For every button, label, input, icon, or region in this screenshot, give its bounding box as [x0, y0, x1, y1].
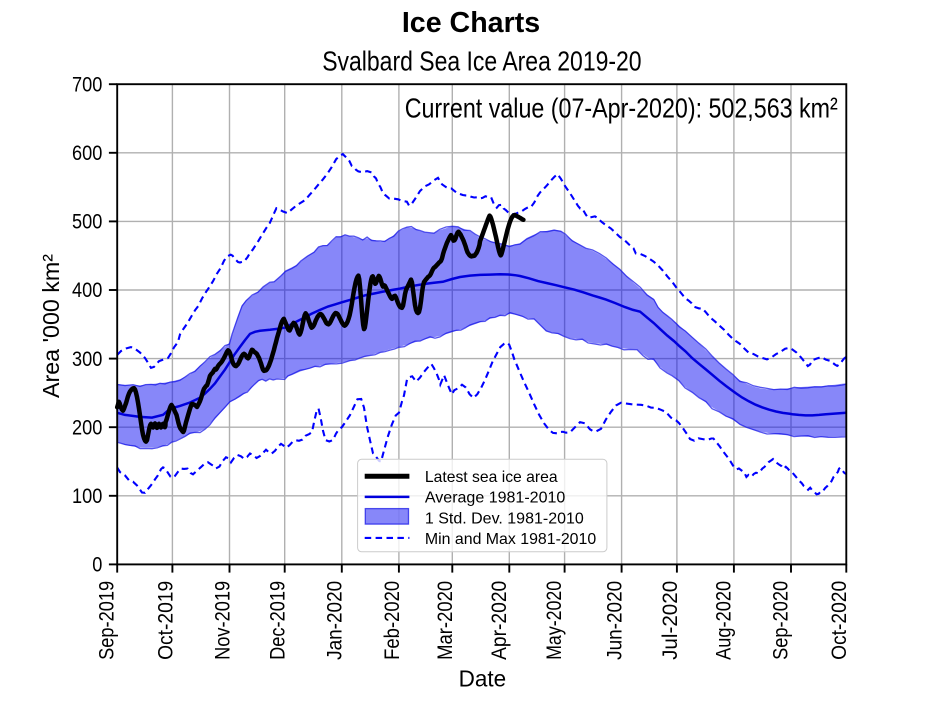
svg-text:Jul-2020: Jul-2020 — [659, 581, 682, 660]
svg-text:600: 600 — [72, 142, 102, 165]
svg-text:0: 0 — [92, 554, 102, 577]
svg-text:300: 300 — [72, 348, 102, 371]
svg-text:Oct-2020: Oct-2020 — [828, 581, 851, 660]
svg-text:Aug-2020: Aug-2020 — [712, 581, 735, 660]
svg-text:Ice Charts: Ice Charts — [402, 7, 540, 39]
svg-text:Sep-2019: Sep-2019 — [96, 581, 119, 660]
svg-text:Average 1981-2010: Average 1981-2010 — [425, 490, 566, 507]
svg-text:Nov-2019: Nov-2019 — [211, 581, 234, 660]
svg-text:500: 500 — [72, 211, 102, 234]
svg-text:100: 100 — [72, 485, 102, 508]
svg-text:400: 400 — [72, 279, 102, 302]
svg-text:200: 200 — [72, 416, 102, 439]
svg-text:Svalbard Sea Ice Area 2019-20: Svalbard Sea Ice Area 2019-20 — [322, 45, 641, 76]
svg-text:700: 700 — [72, 73, 102, 96]
svg-text:Jan-2020: Jan-2020 — [324, 581, 347, 660]
svg-text:Area '000 km²: Area '000 km² — [38, 254, 64, 398]
svg-text:Date: Date — [459, 666, 507, 692]
svg-text:Feb-2020: Feb-2020 — [381, 581, 404, 660]
svg-text:1 Std. Dev. 1981-2010: 1 Std. Dev. 1981-2010 — [425, 510, 584, 527]
svg-text:Latest sea ice area: Latest sea ice area — [425, 469, 558, 486]
svg-text:Jun-2020: Jun-2020 — [604, 581, 627, 660]
svg-text:Current value (07-Apr-2020): 5: Current value (07-Apr-2020): 502,563 km² — [405, 93, 838, 124]
svg-text:May-2020: May-2020 — [543, 581, 566, 660]
svg-text:Dec-2019: Dec-2019 — [267, 581, 290, 660]
svg-text:Min and Max 1981-2010: Min and Max 1981-2010 — [425, 531, 597, 548]
svg-text:Mar-2020: Mar-2020 — [434, 581, 457, 660]
svg-text:Sep-2020: Sep-2020 — [770, 581, 793, 660]
svg-text:Apr-2020: Apr-2020 — [488, 581, 511, 660]
svg-text:Oct-2019: Oct-2019 — [154, 581, 177, 660]
